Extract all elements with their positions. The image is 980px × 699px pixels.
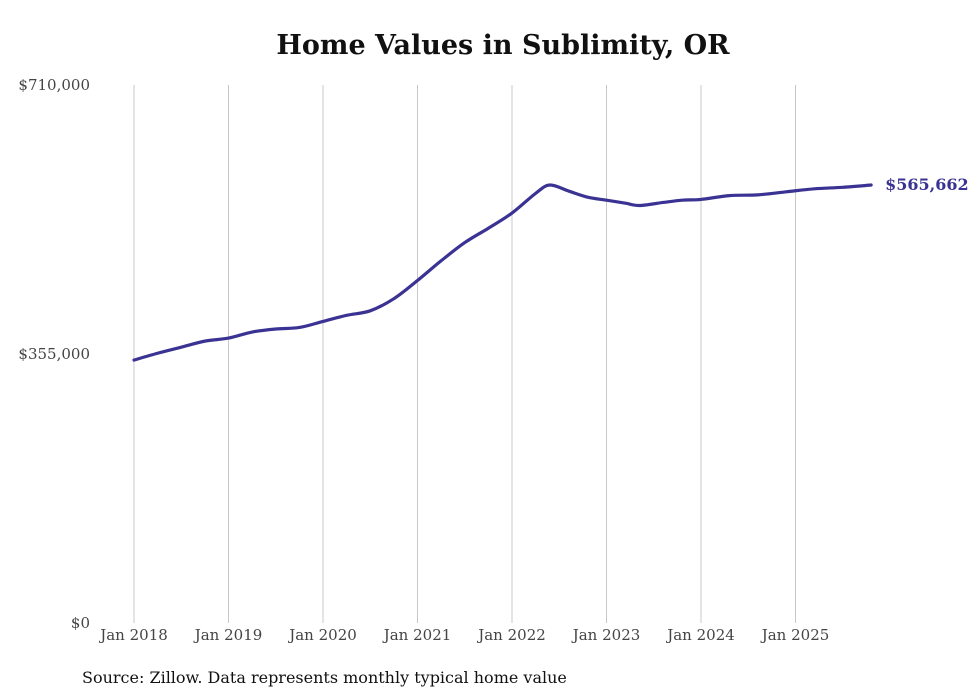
y-tick-label: $0 (71, 614, 90, 632)
y-tick-label: $355,000 (18, 345, 90, 363)
x-tick-label: Jan 2020 (287, 626, 357, 644)
series-group (132, 183, 873, 362)
end-value-label: $565,662 (885, 175, 969, 194)
x-axis-tick-labels: Jan 2018 Jan 2019 Jan 2020 Jan 2021 Jan 2022… (98, 626, 829, 644)
chart-title: Home Values in Sublimity, OR (276, 30, 730, 61)
source-note: Source: Zillow. Data represents monthly … (82, 668, 567, 687)
y-tick-label: $710,000 (18, 76, 90, 94)
x-tick-label: Jan 2024 (665, 626, 735, 644)
y-axis-tick-labels: $0 $355,000 $710,000 (18, 76, 90, 632)
x-tick-label: Jan 2018 (98, 626, 168, 644)
x-tick-label: Jan 2022 (476, 626, 546, 644)
x-tick-label: Jan 2019 (193, 626, 263, 644)
gridlines (133, 85, 796, 623)
data-labels: $565,662 (885, 175, 969, 194)
x-tick-label: Jan 2021 (382, 626, 452, 644)
series-line (132, 183, 873, 362)
x-tick-label: Jan 2023 (571, 626, 641, 644)
x-tick-label: Jan 2025 (760, 626, 830, 644)
